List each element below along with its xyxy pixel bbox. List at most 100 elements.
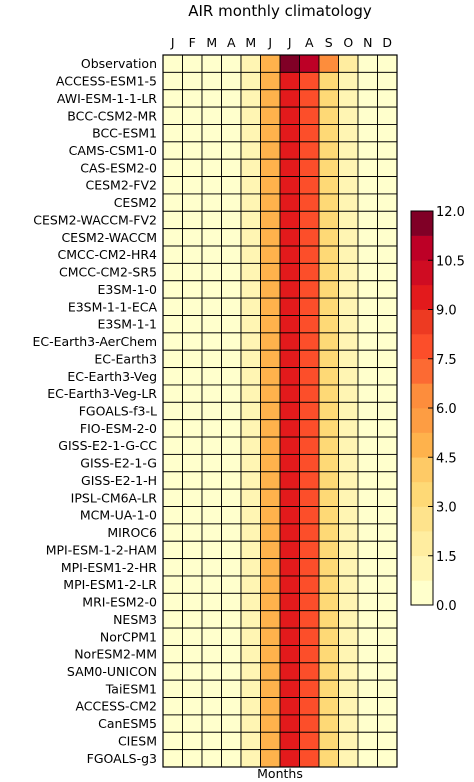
heatmap-cell [318,731,339,751]
heatmap-cell [201,506,222,525]
heatmap-cell [299,245,320,264]
heatmap-cell [162,488,183,507]
heatmap-cell [279,749,300,768]
heatmap-cell [299,679,320,698]
heatmap-cell [357,749,378,768]
heatmap-cell [201,749,222,768]
colorbar: 12.0 10.5 9.0 7.5 6.0 4.5 3.0 1.5 0.0 [410,205,465,614]
heatmap-cell [221,471,242,490]
heatmap-cell [182,714,203,733]
heatmap-cell [338,384,359,403]
heatmap-cell [240,315,261,334]
heatmap-cell [162,384,183,403]
heatmap-cell [299,644,320,664]
heatmap-cell [299,89,320,108]
heatmap-cell [279,575,300,594]
heatmap-cell [182,697,203,716]
colorbar-segment [411,235,433,261]
heatmap-cell [201,210,222,230]
month-label: J [267,35,272,50]
heatmap-cell [162,367,183,386]
heatmap-cell [201,315,222,334]
heatmap-cell [182,245,203,264]
heatmap-cell [338,297,359,316]
heatmap-cell [318,280,339,299]
heatmap-cell [221,488,242,507]
heatmap-cell [357,419,378,438]
heatmap-cell [299,506,320,525]
heatmap-cell [162,436,183,455]
colorbar-tick-label: 12.0 [436,205,465,220]
heatmap-cell [162,610,183,629]
model-label: NESM3 [113,612,157,627]
heatmap-cell [240,193,261,212]
heatmap-cell [279,540,300,560]
model-label: Observation [81,56,157,71]
heatmap-cell [318,54,339,73]
heatmap-cell [338,575,359,594]
heatmap-cell [162,349,183,369]
heatmap-cell [338,315,359,334]
colorbar-segment [411,309,433,335]
heatmap-cell [338,662,359,681]
heatmap-cell [260,401,281,421]
heatmap-cell [338,367,359,386]
heatmap-cell [338,245,359,264]
heatmap-cell [221,401,242,421]
colorbar-tick-label: 1.5 [436,550,457,565]
heatmap-cell [377,124,398,143]
heatmap-cell [299,280,320,299]
heatmap-cell [299,749,320,768]
heatmap-cell [240,54,261,73]
heatmap-cell [221,176,242,195]
model-label: EC-Earth3-Veg-LR [47,386,157,401]
heatmap-cell [182,106,203,125]
heatmap-cell [318,644,339,664]
colorbar-segment [411,211,433,236]
heatmap-cell [338,697,359,716]
heatmap-cell [201,488,222,507]
heatmap-cell [221,436,242,455]
heatmap-cell [221,158,242,178]
heatmap-cell [279,697,300,716]
heatmap-cell [318,749,339,768]
heatmap-cell [357,54,378,73]
heatmap-cell [162,71,183,91]
heatmap-cell [299,401,320,421]
heatmap-cell [357,592,378,612]
heatmap-cell [260,419,281,438]
heatmap-cell [162,228,183,247]
heatmap-cell [201,193,222,212]
heatmap-cell [240,523,261,542]
heatmap-cell [182,731,203,751]
heatmap-cell [162,158,183,178]
heatmap-cell [299,124,320,143]
heatmap-cell [240,332,261,351]
heatmap-cell [318,124,339,143]
heatmap-cell [338,401,359,421]
heatmap-cell [279,315,300,334]
heatmap-cell [182,558,203,577]
heatmap-cell [299,714,320,733]
heatmap-cell [279,488,300,507]
heatmap-cell [377,558,398,577]
heatmap-cell [182,193,203,212]
colorbar-segment [411,260,433,286]
heatmap-cell [260,297,281,316]
heatmap-cell [318,488,339,507]
heatmap-cell [182,471,203,490]
heatmap-cell [260,315,281,334]
colorbar-segment [411,555,433,581]
heatmap-cell [357,193,378,212]
model-label: NorESM2-MM [74,647,157,662]
heatmap-cell [357,540,378,560]
heatmap-cell [240,453,261,473]
heatmap-cell [377,384,398,403]
heatmap-cell [338,176,359,195]
model-label: MRI-ESM2-0 [82,595,157,610]
model-label: ACCESS-CM2 [75,699,157,714]
model-label: GISS-E2-1-H [81,473,157,488]
heatmap-cell [338,453,359,473]
heatmap-cell [299,627,320,646]
heatmap-cell [318,297,339,316]
